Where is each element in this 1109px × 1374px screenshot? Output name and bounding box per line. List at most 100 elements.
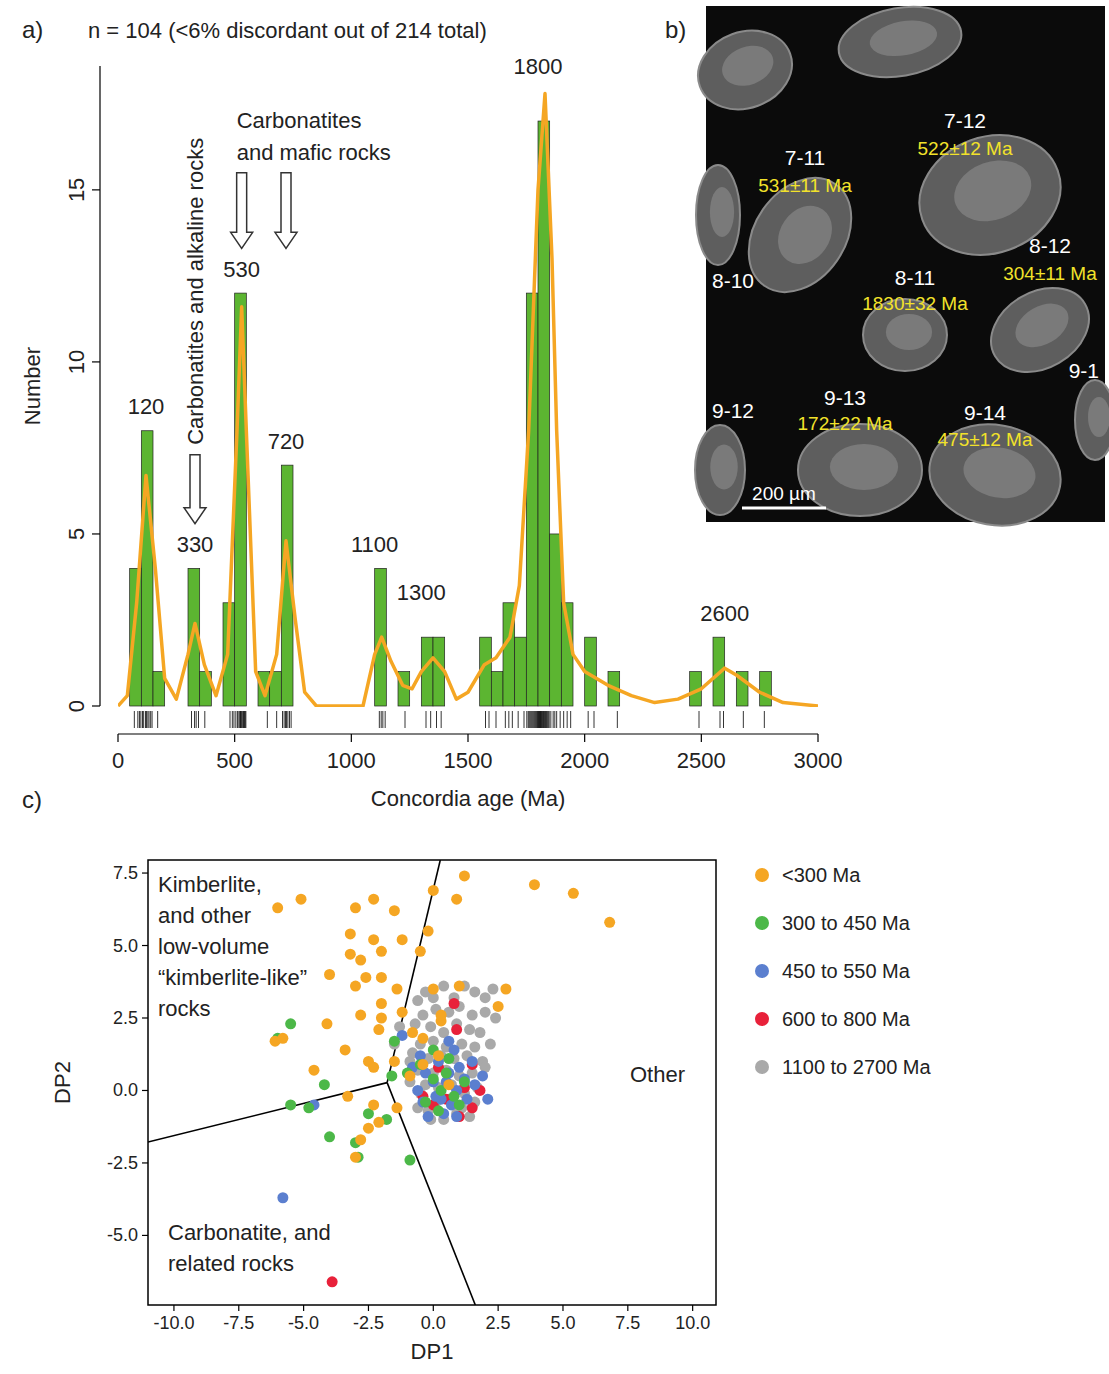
rug-mark <box>198 711 199 728</box>
histogram-bar <box>130 568 142 706</box>
scatter-point <box>485 1039 496 1050</box>
rug-mark <box>243 711 244 728</box>
rug-mark <box>512 711 513 728</box>
rug-mark <box>382 711 383 728</box>
legend-label: 1100 to 2700 Ma <box>782 1056 932 1078</box>
zircon-core <box>1088 397 1109 437</box>
peak-label: 1300 <box>397 580 446 605</box>
rug-mark <box>242 711 243 728</box>
x-tick-label: 1000 <box>327 748 376 773</box>
rug-mark <box>196 711 197 728</box>
x-tick-label: 2500 <box>677 748 726 773</box>
rug-mark <box>542 711 543 728</box>
chart-title: n = 104 (<6% discordant out of 214 total… <box>88 18 487 43</box>
rug-mark <box>240 711 241 728</box>
scatter-point <box>425 1021 436 1032</box>
rug-mark <box>191 711 192 728</box>
scatter-point <box>350 902 361 913</box>
rug-mark <box>505 711 506 728</box>
scatter-point <box>417 1010 428 1021</box>
image-panel: 7-11531±11 Ma7-12522±12 Ma8-108-111830±3… <box>687 0 1109 536</box>
rug-mark <box>379 711 380 728</box>
histogram-bar <box>211 706 223 707</box>
legend-swatch <box>755 964 769 978</box>
rug-mark <box>385 711 386 728</box>
rug-mark <box>140 711 141 728</box>
rug-mark <box>617 711 618 728</box>
scatter-point <box>412 995 423 1006</box>
peak-label: 530 <box>223 257 260 282</box>
peak-label: 120 <box>128 394 165 419</box>
grain-id: 7-11 <box>785 146 825 169</box>
scatter-point <box>415 946 426 957</box>
scatter-point <box>568 888 579 899</box>
rug-mark <box>570 711 571 728</box>
histogram-bar <box>573 706 585 707</box>
histogram-bar <box>445 706 457 707</box>
y-tick <box>142 1017 148 1018</box>
y-axis <box>99 66 100 706</box>
scatter-point <box>285 1099 296 1110</box>
scatter-point <box>428 885 439 896</box>
scatter-point <box>404 1155 415 1166</box>
zircon-core <box>867 16 940 61</box>
legend-swatch <box>755 916 769 930</box>
annotation-text: and mafic rocks <box>237 140 391 165</box>
histogram-bar <box>596 706 608 707</box>
rug-mark <box>441 711 442 728</box>
rug-mark <box>286 711 287 728</box>
scatter-point <box>454 981 465 992</box>
rug-mark <box>149 711 150 728</box>
x-tick-label: -5.0 <box>288 1313 319 1333</box>
rug-mark <box>245 711 246 728</box>
scatter-point <box>482 1094 493 1105</box>
figure: a)n = 104 (<6% discordant out of 214 tot… <box>0 0 1109 1374</box>
rug-mark <box>534 711 535 728</box>
scatter-point <box>529 879 540 890</box>
scatter-point <box>451 1024 462 1035</box>
x-tick <box>692 1305 693 1311</box>
grain-id: 9-13 <box>824 386 866 409</box>
histogram-bar <box>246 706 258 707</box>
rug-mark <box>241 711 242 728</box>
rug-mark <box>588 711 589 728</box>
zircon-core <box>710 445 738 490</box>
rug-mark <box>244 711 245 728</box>
y-tick-label: 10 <box>64 350 89 374</box>
zircon-core <box>710 187 734 237</box>
scatter-point <box>417 1059 428 1070</box>
scatter-point <box>428 984 439 995</box>
x-tick <box>303 1305 304 1311</box>
scatter-point <box>467 1056 478 1067</box>
rug-mark <box>530 711 531 728</box>
scatter-point <box>350 981 361 992</box>
x-tick-label: -7.5 <box>223 1313 254 1333</box>
histogram-bar <box>655 706 667 707</box>
histogram-bar <box>666 706 678 707</box>
legend-label: 450 to 550 Ma <box>782 960 911 982</box>
x-tick-label: 500 <box>216 748 253 773</box>
rug-mark <box>554 711 555 728</box>
rug-mark <box>539 711 540 728</box>
y-tick-label: 5.0 <box>113 936 138 956</box>
region-label: rocks <box>158 996 211 1021</box>
rug-mark <box>152 711 153 728</box>
scatter-point <box>397 1007 408 1018</box>
scatter-point <box>404 1070 415 1081</box>
x-tick-label: 2.5 <box>486 1313 511 1333</box>
rug-mark <box>139 711 140 728</box>
histogram-bar <box>748 706 760 707</box>
region-label: related rocks <box>168 1251 294 1276</box>
rug-mark <box>508 711 509 728</box>
scatter-point <box>451 894 462 905</box>
scatter-point <box>368 894 379 905</box>
rug-mark <box>548 711 549 728</box>
x-tick-label: 0.0 <box>421 1313 446 1333</box>
zircon-core <box>886 314 932 350</box>
rug-mark <box>550 711 551 728</box>
rug-mark <box>426 711 427 728</box>
annotation-arrow <box>184 455 206 524</box>
scatter-point <box>480 992 491 1003</box>
histogram-bar <box>701 706 713 707</box>
histogram-bar <box>141 431 153 706</box>
